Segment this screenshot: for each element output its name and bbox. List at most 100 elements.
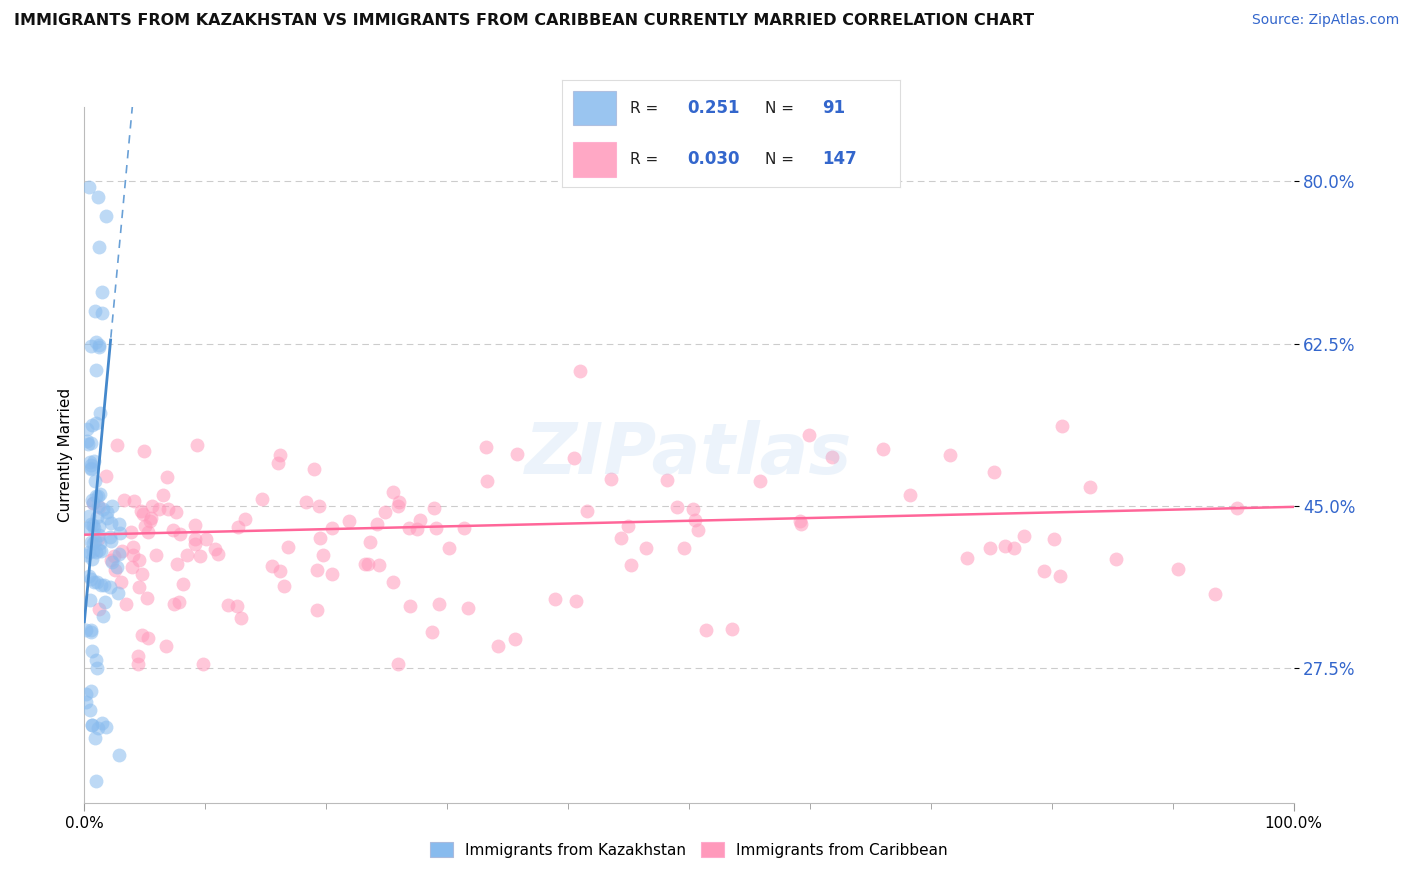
Point — [1049, 569, 1071, 583]
Point — [141, 500, 163, 514]
Point — [388, 494, 411, 508]
Point — [120, 524, 142, 539]
Point — [157, 501, 180, 516]
Point — [1042, 533, 1064, 547]
Point — [233, 511, 256, 525]
Point — [80, 684, 103, 698]
Point — [1078, 480, 1101, 494]
Point — [357, 557, 380, 571]
Point — [166, 557, 188, 571]
Point — [186, 438, 208, 452]
Point — [183, 532, 205, 546]
Point — [86, 660, 108, 674]
Point — [100, 553, 122, 567]
Point — [94, 209, 117, 223]
Point — [162, 523, 184, 537]
Point — [104, 564, 127, 578]
Point — [152, 488, 174, 502]
Point — [98, 530, 121, 544]
Point — [101, 499, 124, 513]
Point — [82, 551, 104, 566]
Point — [103, 549, 125, 563]
Point — [76, 434, 98, 448]
Point — [77, 437, 100, 451]
Point — [682, 501, 704, 516]
Point — [486, 639, 509, 653]
Point — [172, 577, 194, 591]
Point — [872, 442, 894, 457]
Point — [184, 518, 207, 533]
Point — [353, 557, 375, 571]
Point — [562, 450, 585, 465]
Point — [89, 487, 111, 501]
Point — [115, 597, 138, 611]
Point — [359, 535, 381, 549]
Point — [156, 470, 179, 484]
Point — [229, 611, 252, 625]
Point — [108, 547, 131, 561]
Point — [89, 405, 111, 419]
Point — [83, 453, 105, 467]
Text: N =: N = — [765, 101, 799, 116]
Point — [127, 649, 149, 664]
Point — [983, 465, 1005, 479]
Point — [84, 363, 107, 377]
Point — [90, 285, 112, 300]
Point — [184, 537, 207, 551]
Point — [797, 428, 820, 442]
Point — [148, 502, 170, 516]
Point — [406, 522, 429, 536]
Point — [79, 509, 101, 524]
Point — [80, 623, 103, 637]
Point — [87, 543, 110, 558]
Point — [94, 469, 117, 483]
Point — [131, 567, 153, 582]
Point — [821, 450, 844, 464]
Point — [87, 533, 110, 547]
Point — [89, 601, 111, 615]
Text: R =: R = — [630, 101, 664, 116]
Point — [269, 564, 291, 578]
Point — [84, 416, 107, 430]
Point — [956, 550, 979, 565]
Point — [506, 447, 529, 461]
Point — [80, 462, 103, 476]
Point — [204, 542, 226, 557]
Point — [105, 560, 128, 574]
Point — [565, 594, 588, 608]
Point — [80, 534, 103, 549]
Point — [134, 518, 156, 533]
Point — [83, 575, 105, 590]
Point — [695, 623, 717, 637]
FancyBboxPatch shape — [572, 91, 616, 125]
Point — [312, 549, 335, 563]
Point — [475, 474, 498, 488]
Point — [96, 511, 118, 525]
Point — [127, 657, 149, 671]
Text: R =: R = — [630, 152, 664, 167]
Point — [576, 504, 599, 518]
Point — [382, 484, 405, 499]
Point — [503, 632, 526, 646]
FancyBboxPatch shape — [572, 143, 616, 177]
Point — [381, 574, 404, 589]
Point — [80, 644, 103, 658]
Point — [86, 575, 108, 590]
Point — [89, 535, 111, 549]
Point — [79, 593, 101, 607]
Point — [309, 531, 332, 545]
Point — [374, 505, 396, 519]
Point — [267, 456, 290, 470]
Point — [321, 521, 343, 535]
Point — [979, 541, 1001, 555]
Point — [162, 597, 184, 611]
Point — [87, 527, 110, 541]
Point — [569, 364, 592, 378]
Point — [207, 547, 229, 561]
Point — [108, 526, 131, 541]
Point — [80, 435, 103, 450]
Point — [366, 516, 388, 531]
Point — [87, 340, 110, 354]
Point — [82, 496, 104, 510]
Point — [387, 657, 409, 671]
